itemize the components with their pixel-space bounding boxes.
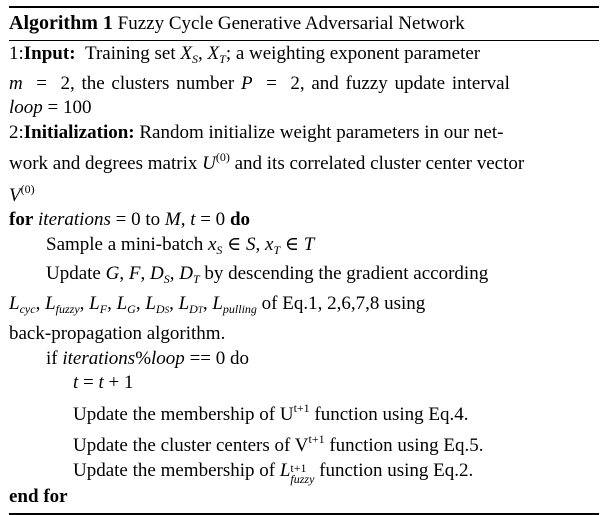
update-u-line: Update the membership of Ut+1 function u… [73, 400, 469, 425]
update-line-1: Update G, F, DS, DT by descending the gr… [46, 263, 489, 286]
end-for-line: end for [9, 485, 68, 507]
algorithm-label: Algorithm 1 [9, 12, 113, 34]
algorithm-title: Algorithm 1 Fuzzy Cycle Generative Adver… [9, 8, 599, 37]
update-v-line: Update the cluster centers of Vt+1 funct… [73, 432, 484, 456]
loss-line: Lcyc, Lfuzzy, LF, LG, LDS, LDT, Lpulling… [9, 292, 426, 316]
input-line-3: loop = 100 [9, 97, 92, 118]
for-line: for iterations = 0 to M, t = 0 do [9, 209, 251, 230]
init-line-1: 2:Initialization: Random initialize weig… [9, 121, 504, 143]
init-label: Initialization: [23, 121, 135, 143]
top-rule [9, 6, 599, 8]
init-line-2: work and degrees matrix U(0) and its cor… [9, 150, 525, 174]
t-update-line: t = t + 1 [73, 372, 134, 393]
input-line-2: m = 2, the clusters number P = 2, and fu… [9, 72, 510, 94]
mid-rule [9, 40, 599, 41]
init-line-3: V(0) [9, 181, 35, 206]
if-line: if iterations%loop == 0 do [46, 347, 249, 369]
backprop-line: back-propagation algorithm. [9, 323, 226, 344]
sample-line: Sample a mini-batch xS ∈ S, xT ∈ T [46, 233, 315, 257]
algorithm-box: Algorithm 1 Fuzzy Cycle Generative Adver… [9, 6, 599, 515]
input-line-1: 1:Input: Training set XS, XT; a weightin… [9, 43, 481, 66]
algorithm-name: Fuzzy Cycle Generative Adversarial Netwo… [117, 13, 465, 34]
input-label: Input: [23, 43, 76, 64]
